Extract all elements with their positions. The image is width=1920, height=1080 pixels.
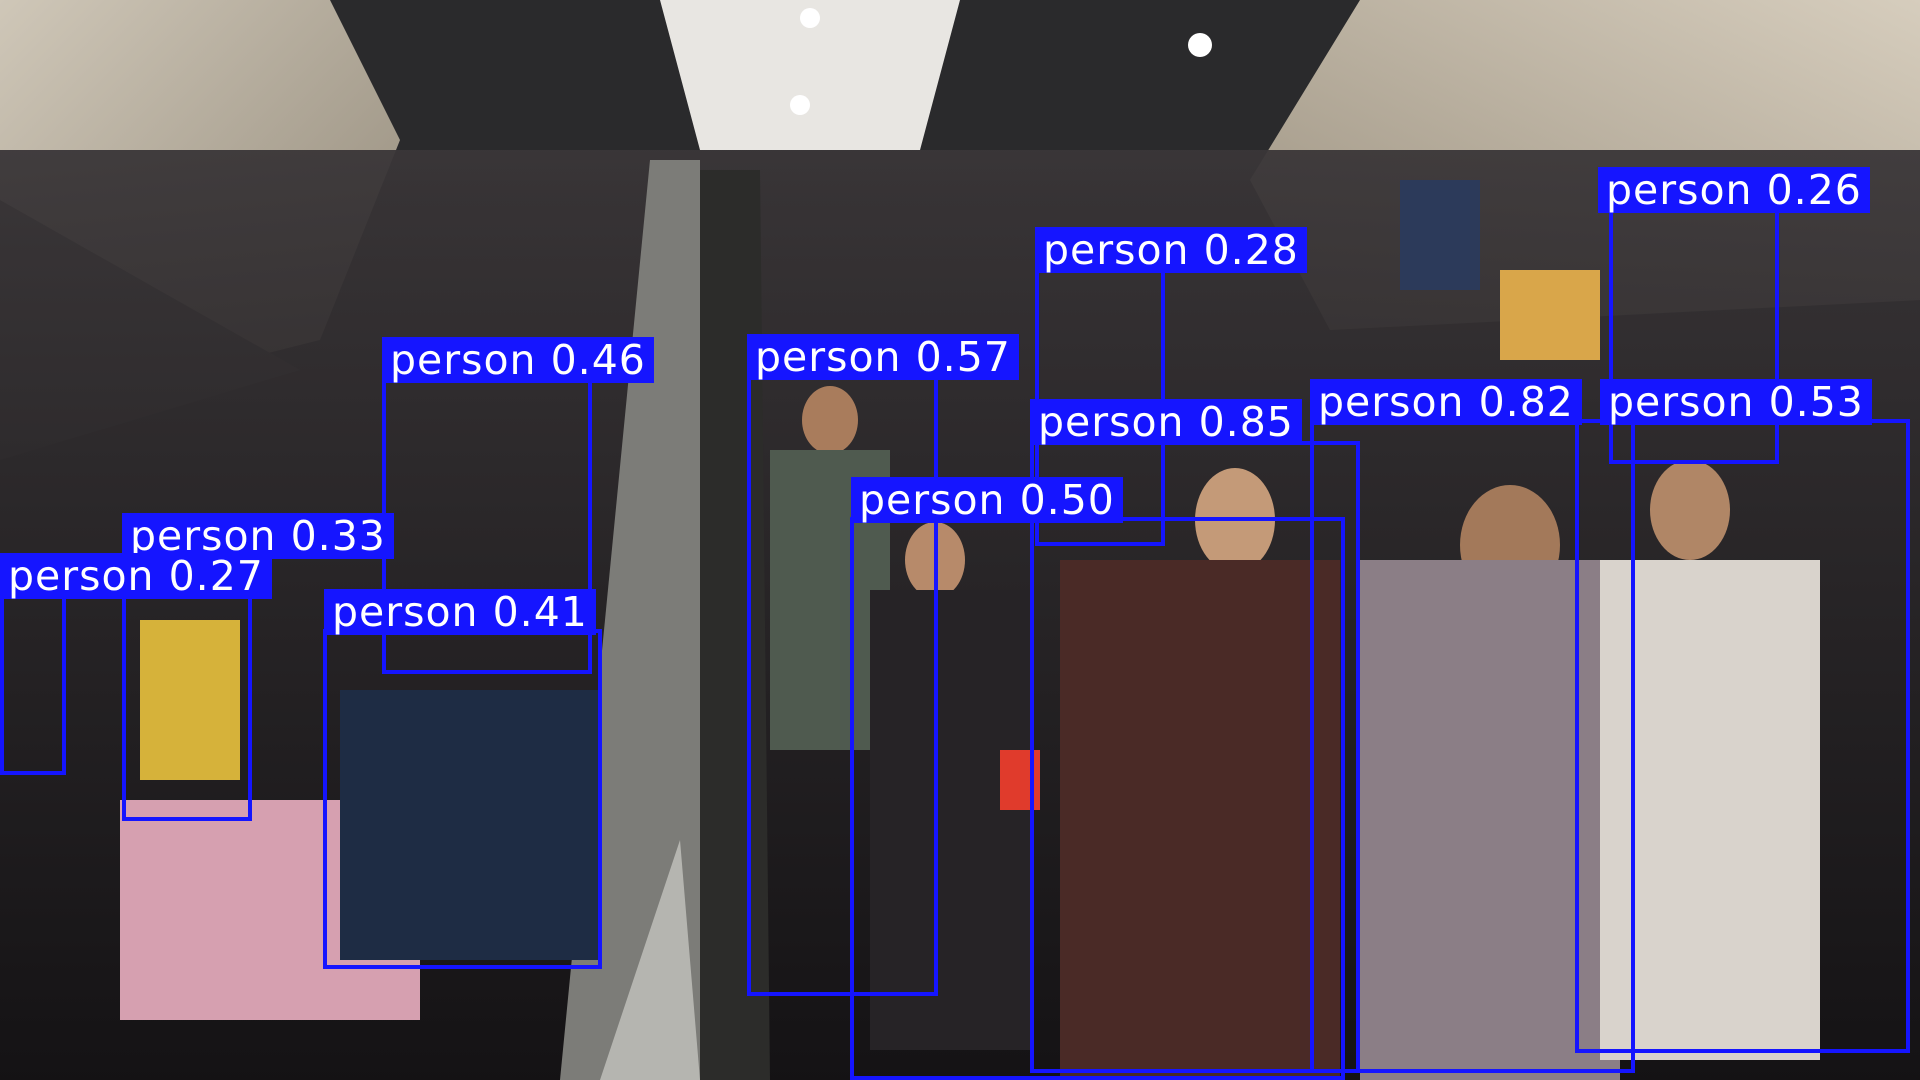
detection-label: person 0.27 <box>0 553 272 599</box>
detection-label: person 0.50 <box>851 477 1123 523</box>
detection-box <box>1575 419 1910 1053</box>
detection-label: person 0.85 <box>1030 399 1302 445</box>
detection-label: person 0.26 <box>1598 167 1870 213</box>
detection-label: person 0.41 <box>324 589 596 635</box>
detection-box <box>0 593 66 775</box>
detection-label: person 0.82 <box>1310 379 1582 425</box>
detection-box <box>850 517 1345 1080</box>
detection-label: person 0.33 <box>122 513 394 559</box>
detection-label: person 0.46 <box>382 337 654 383</box>
detection-label: person 0.57 <box>747 334 1019 380</box>
detection-box <box>323 629 602 969</box>
detection-label: person 0.28 <box>1035 227 1307 273</box>
detection-label: person 0.53 <box>1600 379 1872 425</box>
